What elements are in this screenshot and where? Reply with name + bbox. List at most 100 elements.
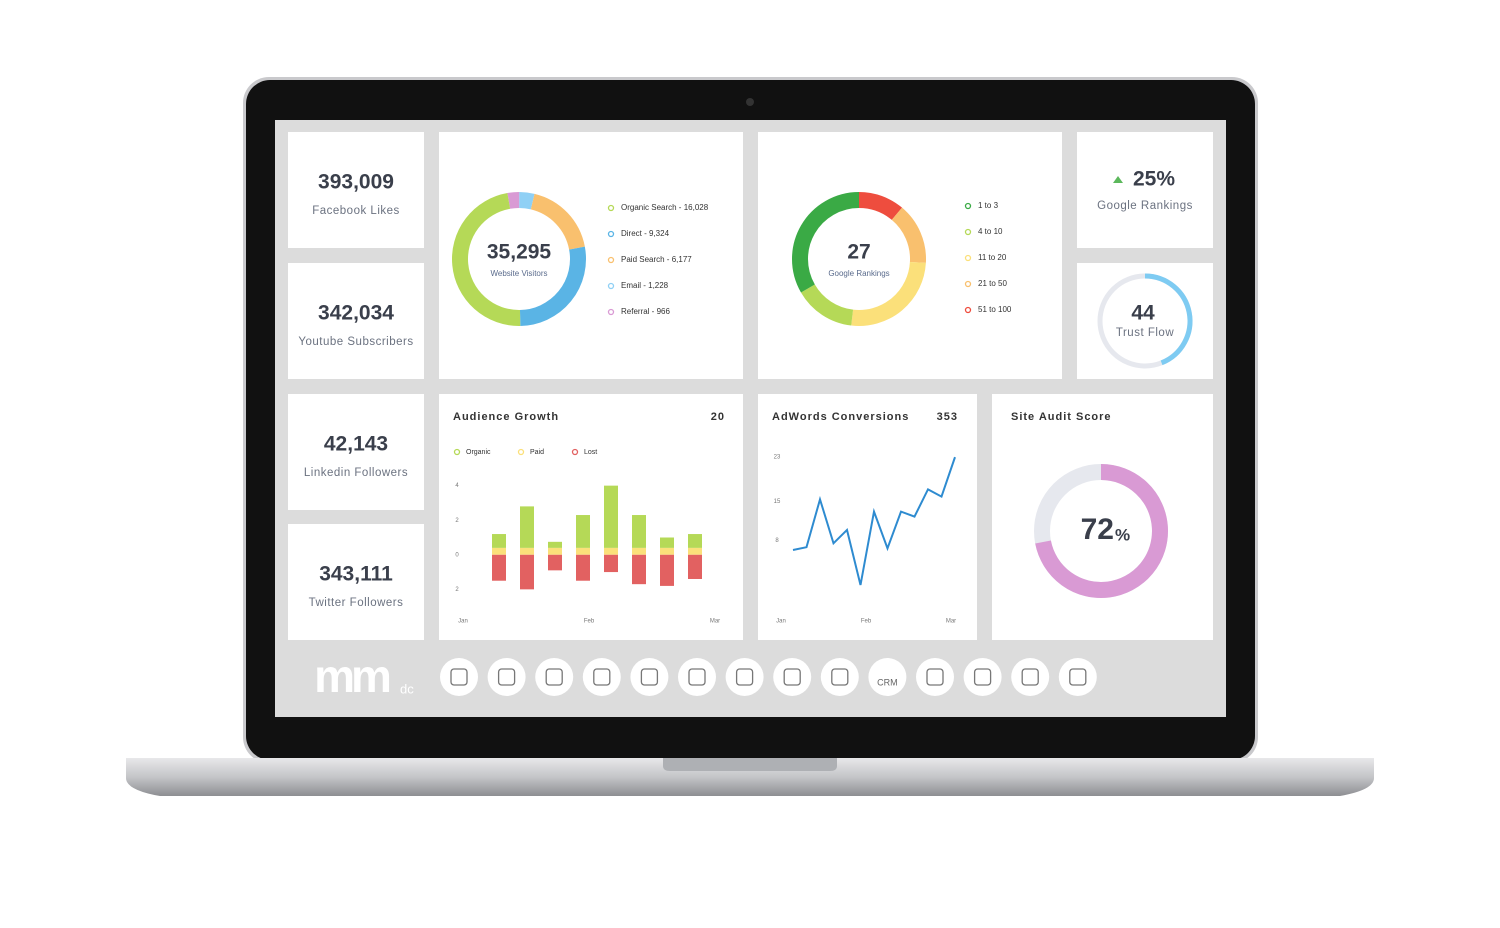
stat-label: Facebook Likes	[312, 205, 400, 217]
bar-segment	[632, 547, 646, 555]
gauge-arc	[1035, 464, 1168, 598]
legend-marker	[964, 202, 972, 210]
card	[992, 394, 1213, 640]
bar-segment	[520, 506, 534, 548]
bar-segment	[604, 554, 618, 573]
bar-segment	[632, 515, 646, 548]
bar-segment	[660, 547, 674, 555]
logo: mm	[314, 650, 390, 702]
donut-segment	[891, 207, 926, 263]
legend-label: Paid Search - 6,177	[621, 255, 692, 264]
legend-label: 1 to 3	[978, 201, 999, 210]
rank-change-label: Google Rankings	[1097, 200, 1193, 212]
icon-glyph	[545, 668, 563, 686]
stat-label: Twitter Followers	[309, 597, 404, 609]
bar-segment	[520, 554, 534, 590]
legend-marker	[607, 282, 615, 290]
bar-segment	[604, 485, 618, 548]
nav-icon[interactable]	[773, 658, 812, 696]
legend-marker	[453, 448, 461, 456]
nav-icon[interactable]	[1011, 658, 1050, 696]
donut-segment	[858, 192, 903, 221]
nav-icon[interactable]	[820, 658, 859, 696]
legend-label: Referral - 966	[621, 307, 670, 316]
icon-glyph	[926, 668, 944, 686]
nav-icon[interactable]	[678, 658, 716, 696]
donut-caption: Google Rankings	[828, 269, 889, 278]
bar-segment	[576, 515, 590, 548]
bar-segment	[688, 534, 702, 548]
legend-label: 4 to 10	[978, 227, 1003, 236]
stat-label: Youtube Subscribers	[298, 336, 413, 348]
chart-total: 20	[711, 411, 725, 423]
x-tick-label: Feb	[584, 619, 595, 625]
score-value: 72	[1081, 513, 1114, 546]
nav-icon[interactable]	[535, 658, 574, 696]
line-series	[792, 456, 956, 586]
legend-label: 21 to 50	[978, 279, 1007, 288]
icon-glyph	[735, 668, 754, 686]
legend-marker	[964, 254, 972, 262]
donut-segment	[792, 192, 860, 293]
x-tick-label: Mar	[710, 619, 720, 625]
nav-icon[interactable]	[868, 658, 907, 696]
score-unit: %	[1115, 525, 1130, 544]
trust-label: Trust Flow	[1116, 327, 1174, 339]
donut-segment	[800, 284, 854, 326]
icon-glyph	[1021, 668, 1039, 686]
stat-value: 342,034	[318, 302, 394, 325]
trust-value: 44	[1131, 302, 1155, 325]
nav-icon[interactable]	[440, 658, 478, 696]
legend-label: Organic	[466, 449, 491, 456]
legend-label: Paid	[530, 449, 544, 456]
bar-segment	[492, 547, 506, 555]
bar-segment	[576, 547, 590, 555]
bar-segment	[632, 554, 646, 585]
y-tick-label: 15	[774, 499, 781, 505]
nav-icon[interactable]	[630, 658, 669, 696]
card	[439, 132, 743, 379]
icon-glyph	[973, 668, 992, 686]
icon-glyph	[450, 668, 468, 686]
card	[758, 394, 977, 640]
bar-segment	[576, 554, 590, 581]
donut-segment	[452, 193, 521, 326]
bar-segment	[492, 554, 506, 581]
nav-icon[interactable]	[963, 658, 1002, 696]
x-tick-label: Jan	[458, 619, 468, 625]
icon-glyph	[640, 668, 659, 686]
donut-segment	[507, 192, 520, 209]
laptop-base	[126, 758, 1374, 796]
legend-marker	[964, 306, 972, 314]
nav-icon[interactable]	[725, 658, 764, 696]
chart-title: AdWords Conversions	[772, 411, 909, 423]
legend-marker	[964, 280, 972, 288]
x-tick-label: Mar	[946, 619, 956, 625]
y-tick-label: 8	[775, 538, 779, 544]
camera	[746, 98, 754, 106]
donut-caption: Website Visitors	[490, 269, 547, 278]
y-tick-label: 23	[774, 455, 781, 461]
stat-value: 343,111	[319, 563, 393, 586]
bar-segment	[520, 547, 534, 555]
donut-segment	[851, 261, 926, 326]
nav-icon[interactable]	[916, 658, 954, 696]
rank-change-value: 25%	[1133, 168, 1175, 191]
legend-marker	[607, 230, 615, 238]
logo-sub: dc	[400, 681, 414, 696]
bar-segment	[548, 554, 562, 571]
nav-icon[interactable]	[1058, 658, 1097, 696]
icon-glyph	[783, 668, 801, 686]
card	[439, 394, 743, 640]
legend-marker	[607, 204, 615, 212]
legend-marker	[607, 256, 615, 264]
bar-segment	[548, 547, 562, 555]
nav-icon[interactable]	[487, 658, 526, 696]
donut-segment	[530, 193, 585, 250]
bar-segment	[688, 547, 702, 555]
nav-icon[interactable]	[582, 658, 621, 696]
donut-total: 35,295	[487, 241, 552, 264]
bar-segment	[604, 547, 618, 555]
gauge-arc	[1144, 273, 1193, 366]
